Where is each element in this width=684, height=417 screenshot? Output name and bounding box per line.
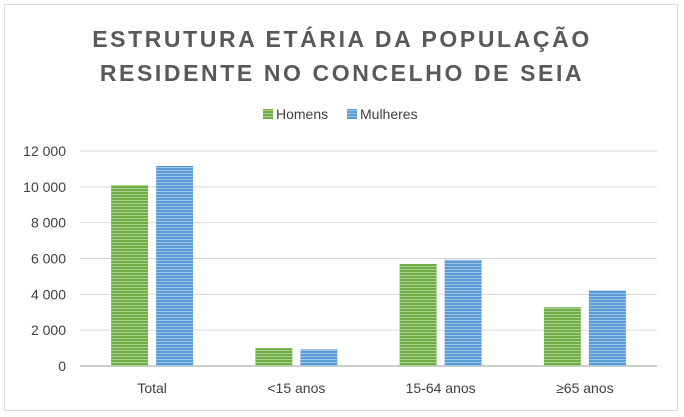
y-tick-label: 8 000 <box>31 215 66 231</box>
chart-title-line-1: ESTRUTURA ETÁRIA DA POPULAÇÃO <box>92 26 592 52</box>
legend-swatch-homens <box>263 109 273 119</box>
chart-title: ESTRUTURA ETÁRIA DA POPULAÇÃO RESIDENTE … <box>0 22 684 90</box>
chart-title-line-2: RESIDENTE NO CONCELHO DE SEIA <box>99 60 585 86</box>
legend-label-homens: Homens <box>276 106 328 122</box>
x-tick-label: ≥65 anos <box>556 380 614 396</box>
x-tick-label: Total <box>137 380 167 396</box>
bar-homens <box>111 185 149 366</box>
y-tick-label: 4 000 <box>31 286 66 302</box>
y-tick-label: 6 000 <box>31 251 66 267</box>
x-tick-label: 15-64 anos <box>406 380 476 396</box>
bar-mulheres <box>588 290 626 366</box>
bar-homens <box>543 307 581 366</box>
legend-label-mulheres: Mulheres <box>360 106 418 122</box>
bar-mulheres <box>300 349 338 366</box>
bar-homens <box>255 348 293 366</box>
x-tick-label: <15 anos <box>267 380 325 396</box>
legend-swatch-mulheres <box>347 109 357 119</box>
y-tick-label: 12 000 <box>23 143 66 159</box>
bar-homens <box>399 263 437 366</box>
y-tick-label: 0 <box>58 358 66 374</box>
y-tick-label: 2 000 <box>31 322 66 338</box>
chart-frame <box>4 4 678 411</box>
y-tick-label: 10 000 <box>23 179 66 195</box>
bar-mulheres <box>444 259 482 366</box>
bar-mulheres <box>156 165 194 366</box>
